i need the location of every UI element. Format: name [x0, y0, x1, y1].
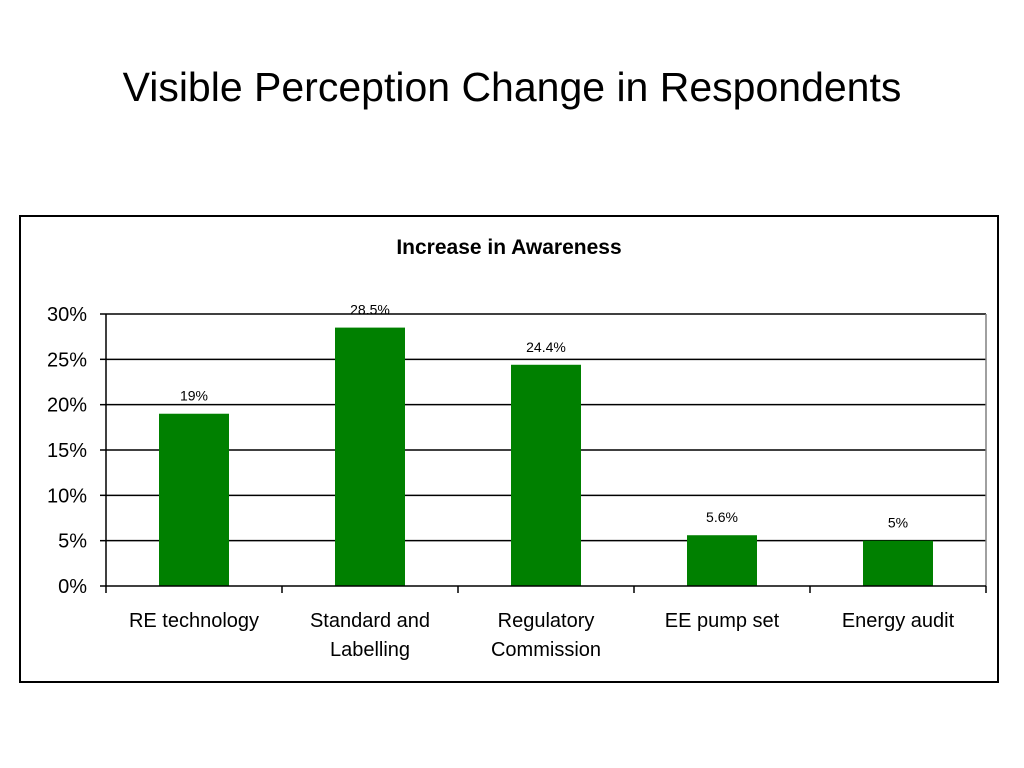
y-tick-label: 20% [47, 395, 87, 417]
x-category-label-line: Energy audit [842, 610, 955, 632]
y-tick-label: 0% [58, 576, 87, 598]
x-category-label-line: Regulatory [498, 610, 595, 632]
data-label: 28.5% [350, 302, 390, 318]
bar [863, 540, 933, 586]
y-tick-label: 25% [47, 349, 87, 371]
x-category-label-line: Commission [491, 639, 601, 661]
bar [687, 535, 757, 586]
y-tick-label: 30% [47, 304, 87, 326]
x-category-label-line: EE pump set [665, 610, 780, 632]
data-label: 5% [888, 515, 908, 531]
bars [159, 327, 933, 586]
data-label: 5.6% [706, 509, 738, 525]
x-category-label-line: Labelling [330, 639, 410, 661]
x-category-label: RE technology [129, 610, 259, 632]
x-category-label: Energy audit [842, 610, 955, 632]
axes [100, 313, 987, 593]
chart-title: Increase in Awareness [396, 236, 621, 259]
data-label: 19% [180, 388, 208, 404]
data-label: 24.4% [526, 339, 566, 355]
slide-title: Visible Perception Change in Respondents [122, 64, 902, 110]
x-category-label: EE pump set [665, 610, 780, 632]
x-category-label-line: Standard and [310, 610, 430, 632]
y-tick-label: 10% [47, 485, 87, 507]
bar [335, 327, 405, 586]
labels: 0% 5% 10% 15% 20% 25% 30% 19% RE technology 28.5%… [47, 302, 955, 661]
x-category-label: Regulatory Commission [491, 610, 601, 661]
bar [511, 364, 581, 586]
y-tick-label: 15% [47, 440, 87, 462]
x-category-label-line: RE technology [129, 610, 259, 632]
x-category-label: Standard and Labelling [310, 610, 430, 661]
y-tick-label: 5% [58, 531, 87, 553]
bar [159, 413, 229, 586]
